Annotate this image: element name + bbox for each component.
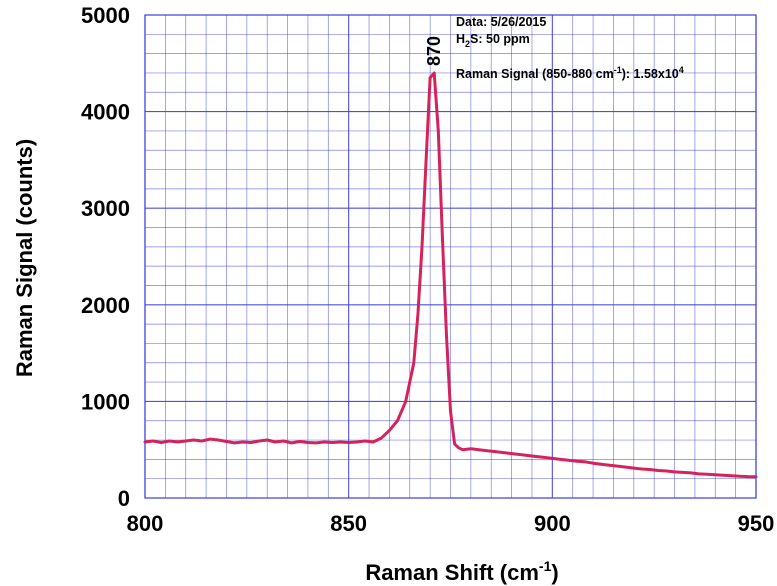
series-line [143,71,758,479]
annotation-signal-sup2: 4 [679,65,684,75]
y-tick-label: 0 [118,486,130,511]
y-axis-title: Raman Signal (counts) [12,139,37,377]
annotation-gas-sub: 2 [465,39,470,49]
x-tick-labels: 800 850 900 950 [127,511,775,536]
annotation-gas-prefix: H [456,32,465,46]
x-axis-title-end: ) [551,560,558,585]
plot-frame [144,14,757,499]
y-tick-label: 3000 [81,196,130,221]
x-axis-title: Raman Shift (cm-1) [365,558,558,585]
annotation-date: Data: 5/26/2015 [456,15,546,29]
x-tick-label: 950 [738,511,775,536]
annotation-signal: Raman Signal (850-880 cm-1): 1.58x104 [456,65,684,81]
annotation-gas-rest: S: 50 ppm [470,32,530,46]
x-axis-title-sup: -1 [539,558,552,574]
peak-label: 870 [424,36,444,66]
x-tick-label: 800 [127,511,164,536]
y-tick-label: 2000 [81,293,130,318]
y-tick-labels: 0 1000 2000 3000 4000 5000 [81,3,130,511]
y-tick-label: 5000 [81,3,130,28]
annotation-signal-sup1: -1 [614,65,622,75]
annotation-gas: H2S: 50 ppm [456,32,530,49]
x-axis-title-main: Raman Shift (cm [365,560,539,585]
x-tick-label: 900 [534,511,571,536]
y-tick-label: 1000 [81,389,130,414]
y-tick-label: 4000 [81,100,130,125]
annotation-signal-prefix: Raman Signal (850-880 cm [456,67,614,81]
x-tick-label: 850 [330,511,367,536]
plot-grid [144,14,757,499]
annotation-signal-mid: ): 1.58x10 [622,67,679,81]
